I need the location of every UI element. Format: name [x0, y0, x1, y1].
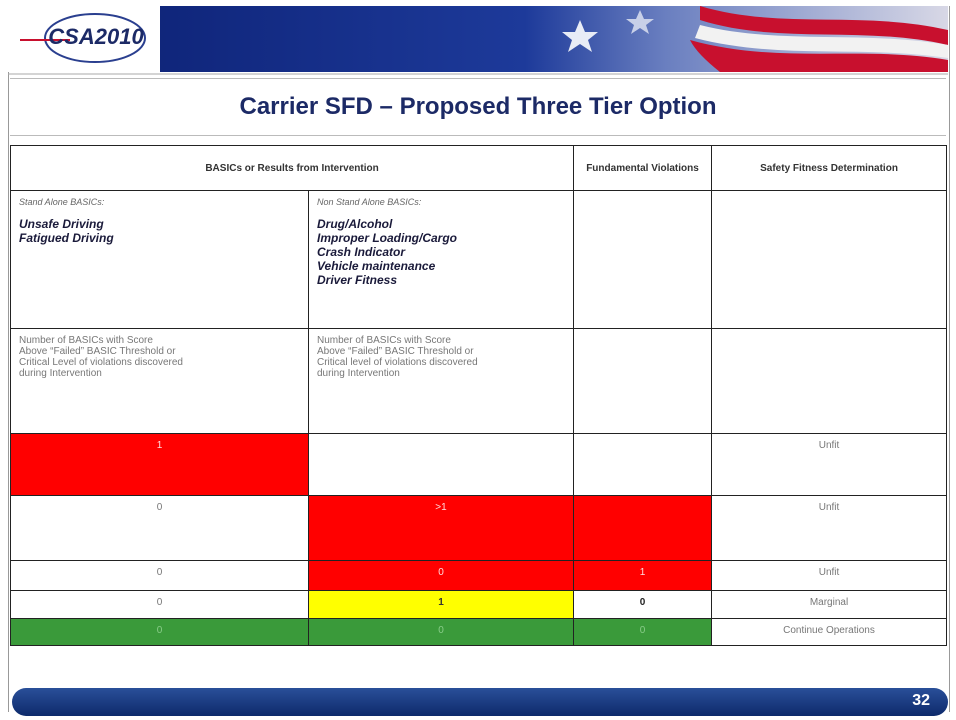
cell: Continue Operations: [711, 618, 948, 646]
cell: 0: [10, 495, 309, 561]
cell: Marginal: [711, 590, 948, 619]
basics-cell: Stand Alone BASICs: Unsafe Driving Fatigue…: [10, 190, 309, 329]
flag-stripe: [695, 25, 948, 58]
star: [562, 20, 598, 52]
header-cell: BASICs or Results from Intervention: [9, 145, 575, 191]
description-line: during Intervention: [19, 368, 102, 379]
cell: 0: [573, 590, 713, 619]
cell: 0: [10, 618, 309, 646]
flag-stripe: [690, 40, 948, 72]
basic-item: Driver Fitness: [317, 273, 398, 287]
cell: 0: [10, 590, 309, 619]
footer-bar: 32: [12, 688, 948, 716]
cell: 1: [573, 560, 713, 591]
basic-item: Fatigued Driving: [19, 231, 114, 245]
basic-item: Improper Loading/Cargo: [317, 231, 458, 245]
description-line: Number of BASICs with Score: [317, 335, 451, 346]
description-line: Critical Level of violations discovered: [19, 357, 183, 368]
basic-item: Drug/Alcohol: [317, 217, 393, 231]
page-number: 32: [912, 692, 930, 709]
basics-label: Non Stand Alone BASICs:: [317, 197, 422, 207]
description-line: Above “Failed” BASIC Threshold or: [317, 346, 474, 357]
empty-cell: [307, 433, 575, 496]
description-line: Critical level of violations discovered: [317, 357, 478, 368]
description-cell: Number of BASICs with Score Above “Failed…: [307, 328, 575, 434]
logo-ring: [44, 13, 146, 63]
slide-frame: [8, 6, 950, 712]
sfd-table: BASICs or Results from Intervention Fund…: [9, 145, 948, 646]
empty-cell: [573, 433, 713, 496]
cell: 1: [10, 433, 309, 496]
cell: Unfit: [711, 560, 948, 591]
banner: CSA2010: [8, 6, 948, 75]
empty-cell: [573, 328, 713, 434]
star: [626, 10, 654, 34]
description-line: during Intervention: [317, 368, 400, 379]
cell: >1: [307, 495, 575, 561]
header-cell: Fundamental Violations: [573, 145, 713, 191]
basics-cell: Non Stand Alone BASICs: Drug/Alcohol Impro…: [307, 190, 575, 329]
slide-title: Carrier SFD – Proposed Three Tier Option: [10, 78, 946, 136]
cell: Unfit: [711, 433, 948, 496]
description-line: Number of BASICs with Score: [19, 335, 153, 346]
basic-item: Crash Indicator: [317, 245, 406, 259]
description-line: Above “Failed” BASIC Threshold or: [19, 346, 176, 357]
cell: 1: [307, 590, 575, 619]
cell: 0: [307, 560, 575, 591]
empty-cell: [573, 495, 713, 561]
empty-cell: [573, 190, 713, 329]
cell: 0: [573, 618, 713, 646]
cell: Unfit: [711, 495, 948, 561]
empty-cell: [711, 328, 948, 434]
flag-stripe: [700, 6, 948, 45]
empty-cell: [711, 190, 948, 329]
basic-item: Vehicle maintenance: [317, 259, 436, 273]
cell: 0: [307, 618, 575, 646]
header-cell: Safety Fitness Determination: [711, 145, 948, 191]
cell: 0: [10, 560, 309, 591]
basic-item: Unsafe Driving: [19, 217, 104, 231]
basics-label: Stand Alone BASICs:: [19, 197, 105, 207]
description-cell: Number of BASICs with Score Above “Failed…: [10, 328, 309, 434]
logo-text: CSA2010: [48, 24, 144, 49]
